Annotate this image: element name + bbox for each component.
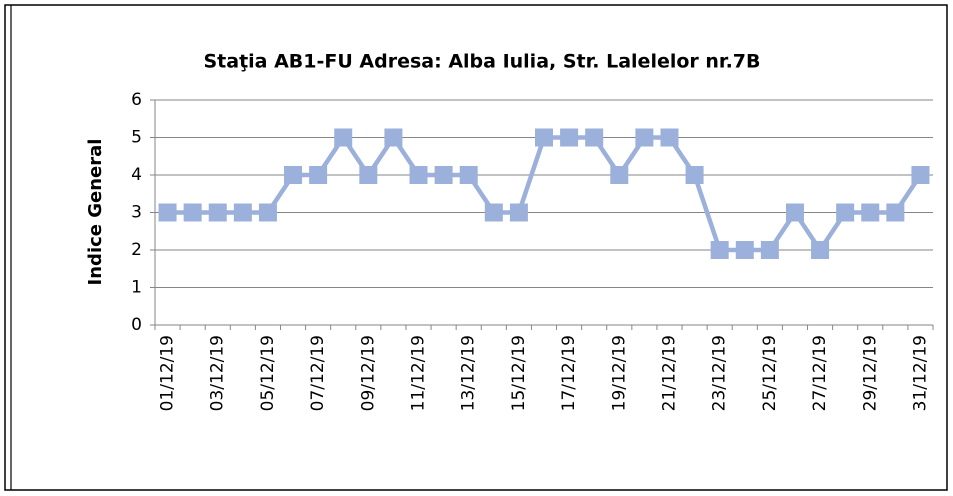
data-point	[585, 128, 604, 147]
data-point	[284, 166, 303, 184]
data-point	[735, 241, 754, 259]
data-point	[610, 166, 629, 184]
data-point	[660, 128, 679, 147]
y-tick-label: 4	[131, 165, 142, 185]
data-point	[484, 203, 503, 222]
y-tick-label: 6	[131, 90, 142, 110]
x-tick-label: 01/12/19	[158, 335, 178, 411]
x-tick-label: 21/12/19	[659, 335, 679, 411]
x-tick-label: 19/12/19	[609, 335, 629, 411]
y-tick-label: 0	[131, 315, 142, 335]
data-point	[710, 241, 729, 259]
data-point	[560, 128, 579, 147]
data-point	[359, 166, 378, 184]
data-point	[861, 203, 880, 222]
outer-frame	[4, 4, 948, 491]
series-line	[167, 135, 923, 253]
data-point	[434, 166, 453, 184]
x-tick-label: 17/12/19	[559, 335, 579, 411]
y-tick-label: 2	[131, 240, 142, 260]
data-point	[509, 203, 528, 222]
x-tick-label: 31/12/19	[910, 335, 930, 411]
x-tick-label: 23/12/19	[710, 335, 730, 411]
data-point	[384, 128, 403, 147]
y-tick-label: 5	[131, 128, 142, 148]
data-point	[158, 203, 177, 222]
data-point	[183, 203, 202, 222]
data-point	[685, 166, 704, 184]
data-point	[459, 166, 478, 184]
y-tick-label: 3	[131, 203, 142, 223]
data-point	[886, 203, 905, 222]
data-point	[785, 203, 804, 222]
data-point	[409, 166, 428, 184]
data-point	[635, 128, 654, 147]
x-tick-label: 09/12/19	[358, 335, 378, 411]
x-tick-label: 05/12/19	[258, 335, 278, 411]
x-tick-label: 07/12/19	[308, 335, 328, 411]
x-tick-label: 15/12/19	[509, 335, 529, 411]
data-point	[334, 128, 353, 147]
x-tick-label: 29/12/19	[860, 335, 880, 411]
data-point	[911, 166, 930, 184]
x-tick-label: 11/12/19	[409, 335, 429, 411]
chart-title: Staţia AB1-FU Adresa: Alba Iulia, Str. L…	[203, 51, 760, 73]
x-tick-label: 13/12/19	[459, 335, 479, 411]
x-tick-label: 03/12/19	[208, 335, 228, 411]
data-point	[258, 203, 277, 222]
data-point	[535, 128, 553, 147]
x-tick-label: 27/12/19	[810, 335, 830, 411]
x-tick-label: 25/12/19	[760, 335, 780, 411]
data-point	[811, 241, 830, 259]
data-point	[233, 203, 252, 222]
y-tick-label: 1	[131, 278, 142, 298]
data-point	[208, 203, 227, 222]
data-point	[836, 203, 855, 222]
data-point	[760, 241, 779, 259]
data-point	[309, 166, 328, 184]
y-axis-label: Indice General	[85, 139, 106, 286]
